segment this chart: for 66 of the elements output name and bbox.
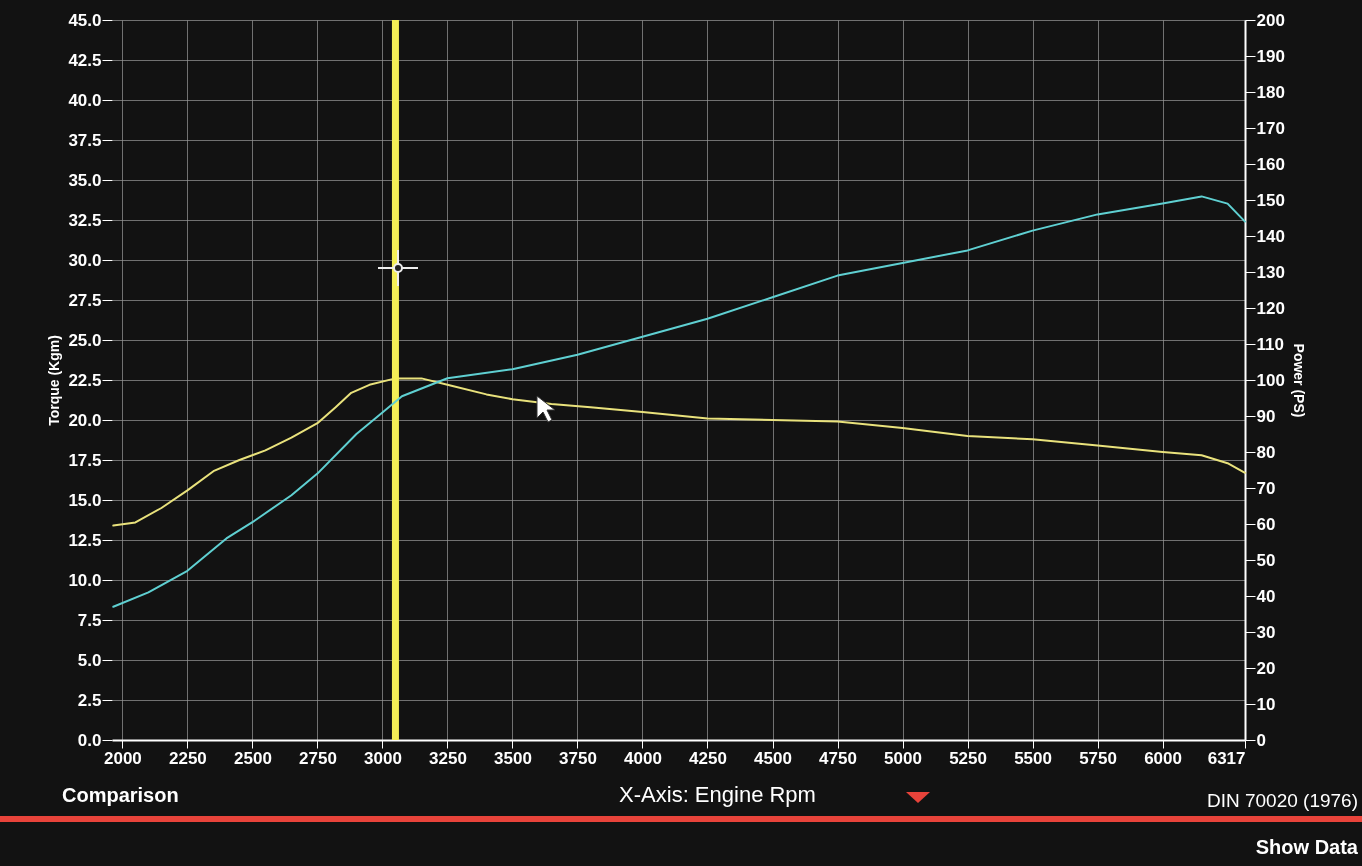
y2-tick-label: 70 [1256, 478, 1276, 498]
x-tick-label: 5250 [949, 748, 987, 768]
x-tick-label: 2000 [103, 748, 142, 768]
y-tick-label: 25.0 [68, 330, 102, 350]
y-tick-label: 2.5 [77, 690, 102, 710]
y-tick-label: 27.5 [68, 290, 102, 310]
y-tick-label: 45.0 [68, 10, 102, 30]
x-tick-label: 2750 [299, 748, 337, 768]
x-tick-label: 2250 [169, 748, 207, 768]
x-axis-title: X-Axis: Engine Rpm [619, 781, 816, 807]
y2-tick-label: 40 [1256, 586, 1276, 606]
y-tick-label: 17.5 [68, 450, 102, 470]
y2-tick-label: 170 [1256, 118, 1285, 138]
x-tick-label: 6317 [1207, 748, 1246, 768]
text: Show Data [1255, 836, 1358, 859]
y2-axis-title: Power (PS) [1290, 343, 1307, 418]
y2-tick-label: 110 [1256, 334, 1284, 354]
x-tick-label: 4000 [624, 748, 662, 768]
line-series [112, 377, 1246, 527]
x-tick-label: 4500 [754, 748, 792, 768]
x-tick-label: 5750 [1079, 748, 1117, 768]
text: Comparison [62, 784, 179, 807]
y2-tick-label: 150 [1256, 190, 1285, 210]
y-tick-label: 37.5 [68, 130, 102, 150]
y-tick-label: 35.0 [68, 170, 102, 190]
y2-tick-label: 100 [1256, 370, 1285, 390]
y-axis-title: Torque (Kgm) [46, 335, 63, 426]
y-tick-label: 40.0 [68, 90, 102, 110]
x-tick-label: 5500 [1014, 748, 1052, 768]
y-tick-label: 12.5 [68, 530, 102, 550]
y2-tick-label: 160 [1256, 154, 1285, 174]
y2-tick-label: 90 [1256, 406, 1276, 426]
x-tick-label: 3250 [429, 748, 467, 768]
y2-tick-label: 10 [1256, 694, 1276, 714]
y-tick-label: 32.5 [68, 210, 102, 230]
line-series [112, 195, 1246, 608]
y-tick-label: 42.5 [68, 50, 102, 70]
y2-tick-label: 60 [1256, 514, 1276, 534]
x-tick-label: 4750 [819, 748, 857, 768]
y-tick-label: 20.0 [68, 410, 102, 430]
x-tick-label: 3750 [559, 748, 597, 768]
y-tick-label: 5.0 [77, 650, 102, 670]
y-tick-label: 15.0 [68, 490, 102, 510]
x-tick-label: 2500 [234, 748, 272, 768]
x-tick-label: 6000 [1144, 748, 1182, 768]
y2-tick-label: 20 [1256, 658, 1276, 678]
y-tick-label: 0.0 [77, 730, 102, 750]
y2-tick-label: 0 [1256, 730, 1266, 750]
y2-tick-label: 120 [1256, 298, 1285, 318]
y2-tick-label: 140 [1256, 226, 1285, 246]
y-tick-label: 22.5 [68, 370, 102, 390]
y2-tick-label: 200 [1256, 10, 1285, 30]
y-tick-label: 7.5 [77, 610, 102, 630]
y2-tick-label: 130 [1256, 262, 1285, 282]
y2-tick-label: 190 [1256, 46, 1285, 66]
y2-tick-label: 30 [1256, 622, 1276, 642]
y-tick-label: 10.0 [68, 570, 102, 590]
x-tick-label: 3000 [364, 748, 402, 768]
y2-tick-label: 80 [1256, 442, 1276, 462]
x-tick-label: 4250 [689, 748, 727, 768]
x-tick-label: 3500 [494, 748, 532, 768]
y-tick-label: 30.0 [68, 250, 102, 270]
text: DIN 70020 (1976) [1206, 790, 1358, 812]
y2-tick-label: 50 [1256, 550, 1276, 570]
y2-tick-label: 180 [1256, 82, 1285, 102]
x-tick-label: 5000 [884, 748, 922, 768]
